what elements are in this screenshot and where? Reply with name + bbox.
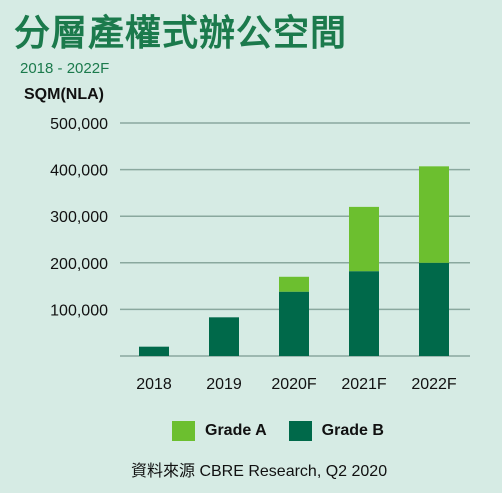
y-tick-label: 100,000 (50, 302, 108, 319)
chart-subtitle: 2018 - 2022F (20, 60, 110, 77)
source-note: 資料來源 CBRE Research, Q2 2020 (131, 463, 388, 480)
bar-grade-a-2022f (419, 166, 449, 263)
legend-label-grade-b: Grade B (321, 422, 384, 439)
y-tick-label: 400,000 (50, 163, 108, 180)
y-tick-label: 500,000 (50, 116, 108, 133)
legend: Grade A Grade B (172, 421, 406, 441)
bar-grade-b-2019 (209, 317, 239, 356)
bar-grade-a-2021f (349, 206, 379, 272)
x-tick-label: 2020F (271, 376, 317, 393)
bar-grade-b-2020f (279, 291, 309, 356)
grid-lines (120, 122, 470, 357)
legend-swatch-grade-b (288, 421, 312, 441)
y-axis-label: SQM(NLA) (24, 86, 104, 103)
y-tick-labels: 100,000 200,000 300,000 400,000 500,000 (50, 116, 108, 319)
bar-grade-b-2018 (139, 346, 169, 356)
legend-item-grade-a: Grade A (172, 421, 267, 441)
bar-grade-b-2022f (419, 262, 449, 356)
legend-swatch-grade-a (172, 421, 195, 441)
chart-title: 分層產權式辦公空間 (14, 12, 348, 54)
x-tick-label: 2022F (411, 376, 457, 393)
x-tick-labels: 2018 2019 2020F 2021F 2022F (136, 376, 457, 393)
y-tick-label: 200,000 (50, 256, 108, 273)
x-tick-label: 2018 (136, 376, 172, 393)
x-tick-label: 2019 (206, 376, 242, 393)
legend-label-grade-a: Grade A (205, 422, 267, 439)
bars (139, 166, 449, 356)
bar-grade-a-2020f (279, 276, 309, 292)
bar-grade-b-2021f (349, 271, 379, 356)
y-tick-label: 300,000 (50, 209, 108, 226)
legend-item-grade-b: Grade B (288, 421, 384, 441)
x-tick-label: 2021F (341, 376, 387, 393)
